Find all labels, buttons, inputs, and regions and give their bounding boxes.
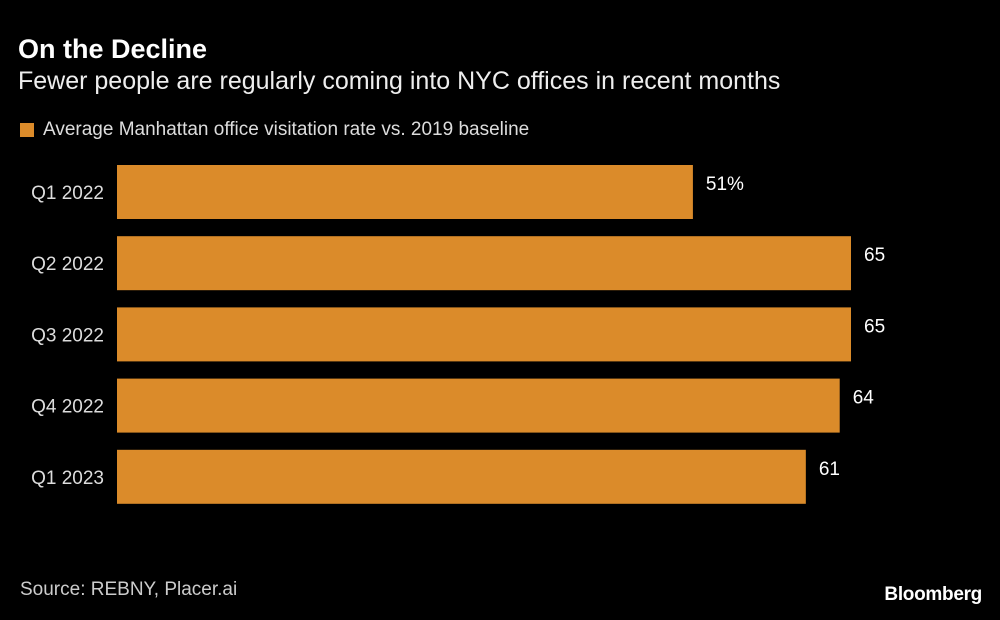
chart-subtitle: Fewer people are regularly coming into N… [18, 67, 781, 95]
category-label: Q3 2022 [31, 325, 104, 346]
legend-label: Average Manhattan office visitation rate… [43, 119, 530, 140]
category-label: Q1 2023 [31, 468, 104, 489]
category-label: Q1 2022 [31, 183, 104, 204]
bloomberg-logo: Bloomberg [884, 584, 982, 605]
source-note: Source: REBNY, Placer.ai [20, 579, 238, 600]
data-label: 61 [819, 459, 840, 480]
category-label: Q2 2022 [31, 254, 104, 275]
bar-q1-2022 [117, 165, 693, 219]
bar-q1-2023 [117, 449, 806, 504]
chart-title: On the Decline [18, 34, 208, 64]
bar-q2-2022 [117, 236, 851, 291]
legend-swatch [20, 123, 34, 137]
legend: Average Manhattan office visitation rate… [20, 119, 529, 141]
data-label: 65 [864, 245, 885, 266]
data-label: 64 [853, 388, 875, 409]
data-label: 51% [706, 174, 744, 195]
data-label: 65 [864, 316, 885, 337]
bar-q3-2022 [117, 307, 851, 362]
bar-q4-2022 [117, 378, 840, 433]
category-label: Q4 2022 [31, 397, 104, 418]
